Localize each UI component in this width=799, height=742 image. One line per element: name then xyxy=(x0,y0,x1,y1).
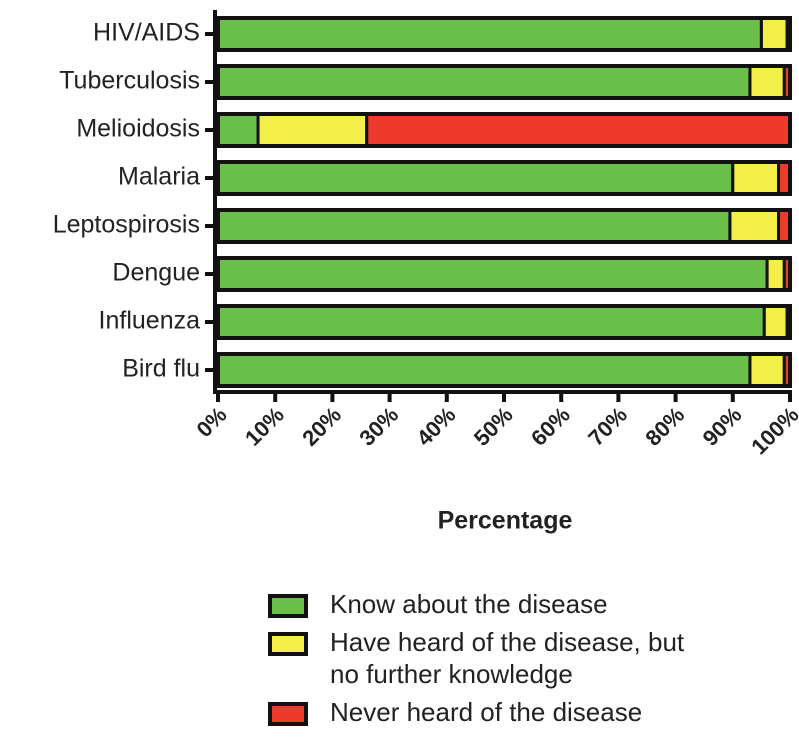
x-tick-label: 0% xyxy=(191,402,231,442)
bar-segment xyxy=(728,208,781,244)
y-tick-label: Dengue xyxy=(112,259,200,287)
bar-segment xyxy=(216,160,735,196)
bar-outline xyxy=(216,112,792,148)
bar-segment xyxy=(731,160,781,196)
y-tick-label: Melioidosis xyxy=(76,115,200,143)
x-tick-label: 60% xyxy=(526,402,575,451)
bar-segment xyxy=(762,304,789,340)
bar-segment xyxy=(216,16,763,52)
bar-outline xyxy=(216,160,792,196)
legend-swatch xyxy=(268,702,308,726)
bar-segment xyxy=(216,304,766,340)
x-tick-label: 30% xyxy=(354,402,403,451)
chart: Percentage HIV/AIDS Tuberculosis Melioidos… xyxy=(53,10,799,535)
bar-outline xyxy=(216,16,792,52)
bar-segment xyxy=(748,64,786,100)
y-tick-label: Malaria xyxy=(118,163,200,191)
x-tick-label: 70% xyxy=(583,402,632,451)
bar-outline xyxy=(216,256,792,292)
y-tick-label: HIV/AIDS xyxy=(93,19,200,47)
legend-item: Have heard of the disease, but no furthe… xyxy=(268,626,768,690)
x-tick-label: 100% xyxy=(746,402,799,459)
legend-item: Know about the disease xyxy=(268,588,768,620)
legend-swatch xyxy=(268,594,308,618)
bar-segment xyxy=(765,256,786,292)
x-tick-label: 80% xyxy=(640,402,689,451)
legend-swatch xyxy=(268,632,308,656)
legend-label: Have heard of the disease, but no furthe… xyxy=(330,627,685,689)
legend: Know about the disease Have heard of the … xyxy=(268,588,768,734)
bar-segment xyxy=(748,352,786,388)
bar-segment xyxy=(216,64,752,100)
x-axis-label: Percentage xyxy=(438,507,573,535)
x-tick-label: 90% xyxy=(698,402,747,451)
y-tick-label: Bird flu xyxy=(122,355,200,383)
x-tick-label: 40% xyxy=(412,402,461,451)
legend-label: Never heard of the disease xyxy=(330,697,643,727)
bar-segment xyxy=(216,112,260,148)
bar-outline xyxy=(216,64,792,100)
bar-segment xyxy=(365,112,792,148)
bar-outline xyxy=(216,304,792,340)
y-tick-label: Tuberculosis xyxy=(59,67,200,95)
x-tick-label: 50% xyxy=(469,402,518,451)
legend-label: Know about the disease xyxy=(330,589,608,619)
x-tick-label: 10% xyxy=(240,402,289,451)
x-tick-label: 20% xyxy=(297,402,346,451)
bar-segment xyxy=(216,256,769,292)
bar-segment xyxy=(216,352,752,388)
y-tick-label: Leptospirosis xyxy=(53,211,200,239)
bar-segment xyxy=(216,208,732,244)
legend-item: Never heard of the disease xyxy=(268,696,768,728)
bar-outline xyxy=(216,352,792,388)
bar-segment xyxy=(256,112,369,148)
bar-segment xyxy=(759,16,789,52)
bar-outline xyxy=(216,208,792,244)
y-tick-label: Influenza xyxy=(99,307,201,335)
